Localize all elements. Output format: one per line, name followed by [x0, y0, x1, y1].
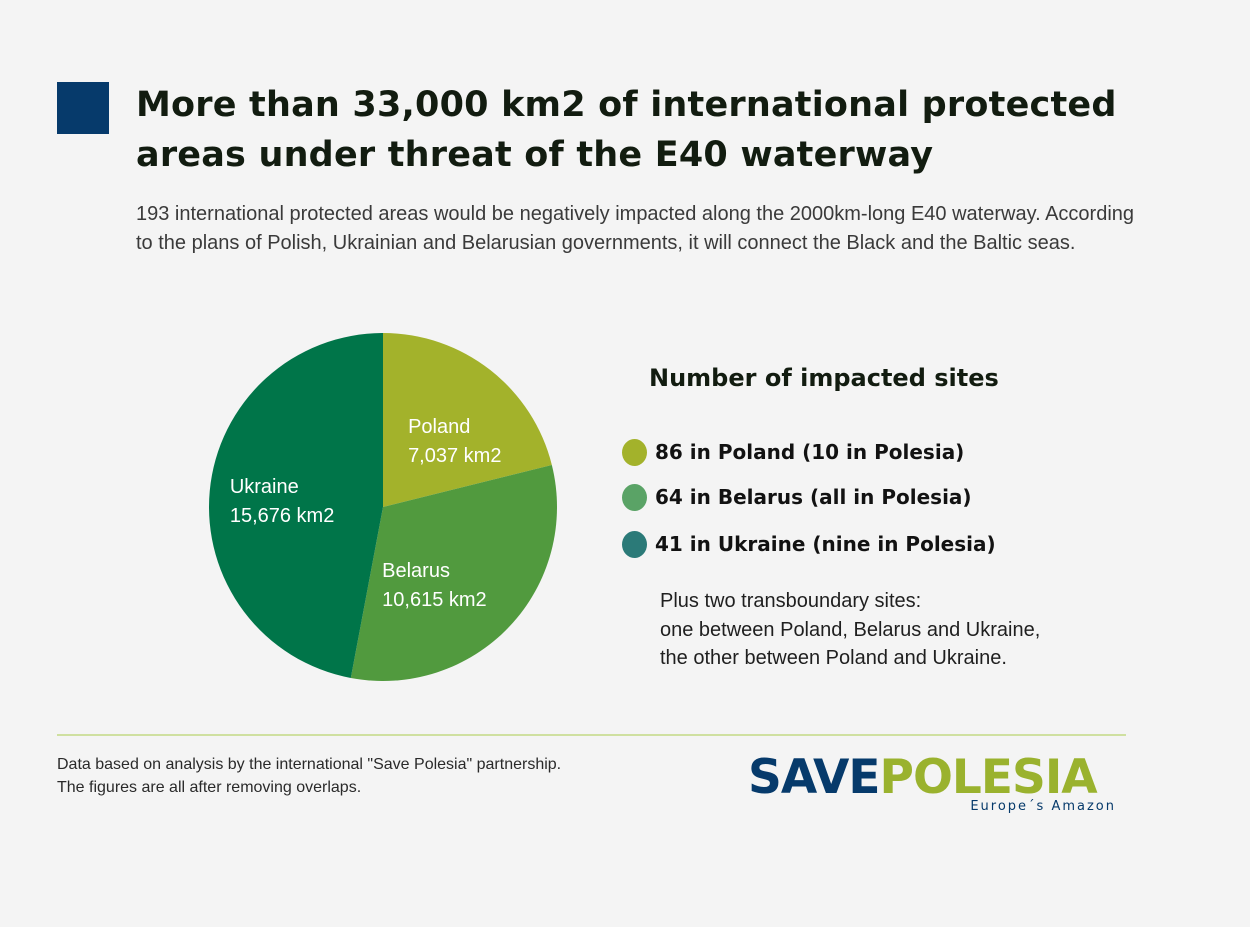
legend-dot-ukraine	[622, 530, 647, 558]
legend-dot-belarus	[622, 483, 647, 511]
title-accent-square	[57, 82, 109, 134]
logo-save-text: SAVE	[748, 750, 881, 805]
legend-item-poland: 86 in Poland (10 in Polesia)	[622, 437, 964, 467]
pie-value-poland: 7,037 km2	[408, 445, 501, 467]
pie-label-belarus: Belarus	[382, 560, 450, 582]
save-polesia-logo: SAVEPOLESIA Europe´s Amazon	[748, 752, 1120, 818]
legend-item-ukraine: 41 in Ukraine (nine in Polesia)	[622, 529, 996, 559]
intro-text: 193 international protected areas would …	[136, 203, 1135, 254]
pie-slice-poland	[383, 333, 552, 507]
logo-tagline: Europe´s Amazon	[970, 799, 1116, 814]
legend-label-poland: 86 in Poland (10 in Polesia)	[655, 440, 965, 464]
title-line-2: areas under threat of the E40 waterway	[136, 135, 934, 175]
pie-label-ukraine: Ukraine	[230, 476, 299, 498]
pie-slice-ukraine	[208, 333, 383, 678]
page-title: More than 33,000 km2 of international pr…	[136, 80, 1136, 180]
transboundary-note: Plus two transboundary sites: one betwee…	[660, 587, 1120, 673]
pie-slices	[208, 333, 557, 681]
legend-title: Number of impacted sites	[649, 364, 999, 392]
title-line-1: More than 33,000 km2 of international pr…	[136, 85, 1117, 125]
legend-dot-poland	[622, 438, 647, 466]
legend-label-ukraine: 41 in Ukraine (nine in Polesia)	[655, 532, 996, 556]
footer-divider	[57, 734, 1126, 736]
pie-labels: Poland 7,037 km2 Belarus 10,615 km2 Ukraine 1…	[230, 416, 502, 611]
pie-value-ukraine: 15,676 km2	[230, 505, 335, 527]
footer-note-line-1: Data based on analysis by the internatio…	[57, 756, 562, 773]
logo-wordmark: SAVEPOLESIA	[748, 750, 1098, 805]
transboundary-line-2: one between Poland, Belarus and Ukraine,	[660, 618, 1041, 641]
pie-value-belarus: 10,615 km2	[382, 589, 487, 611]
pie-chart: Poland 7,037 km2 Belarus 10,615 km2 Ukraine 1…	[208, 333, 557, 681]
pie-label-poland: Poland	[408, 416, 470, 438]
legend-label-belarus: 64 in Belarus (all in Polesia)	[655, 485, 972, 509]
logo-polesia-text: POLESIA	[879, 750, 1098, 805]
transboundary-line-3: the other between Poland and Ukraine.	[660, 647, 1007, 669]
transboundary-line-1: Plus two transboundary sites:	[660, 590, 922, 612]
pie-slice-belarus	[350, 464, 557, 681]
legend-item-belarus: 64 in Belarus (all in Polesia)	[622, 482, 972, 512]
footer-note: Data based on analysis by the internatio…	[57, 753, 697, 799]
footer-note-line-2: The figures are all after removing overl…	[57, 779, 362, 796]
